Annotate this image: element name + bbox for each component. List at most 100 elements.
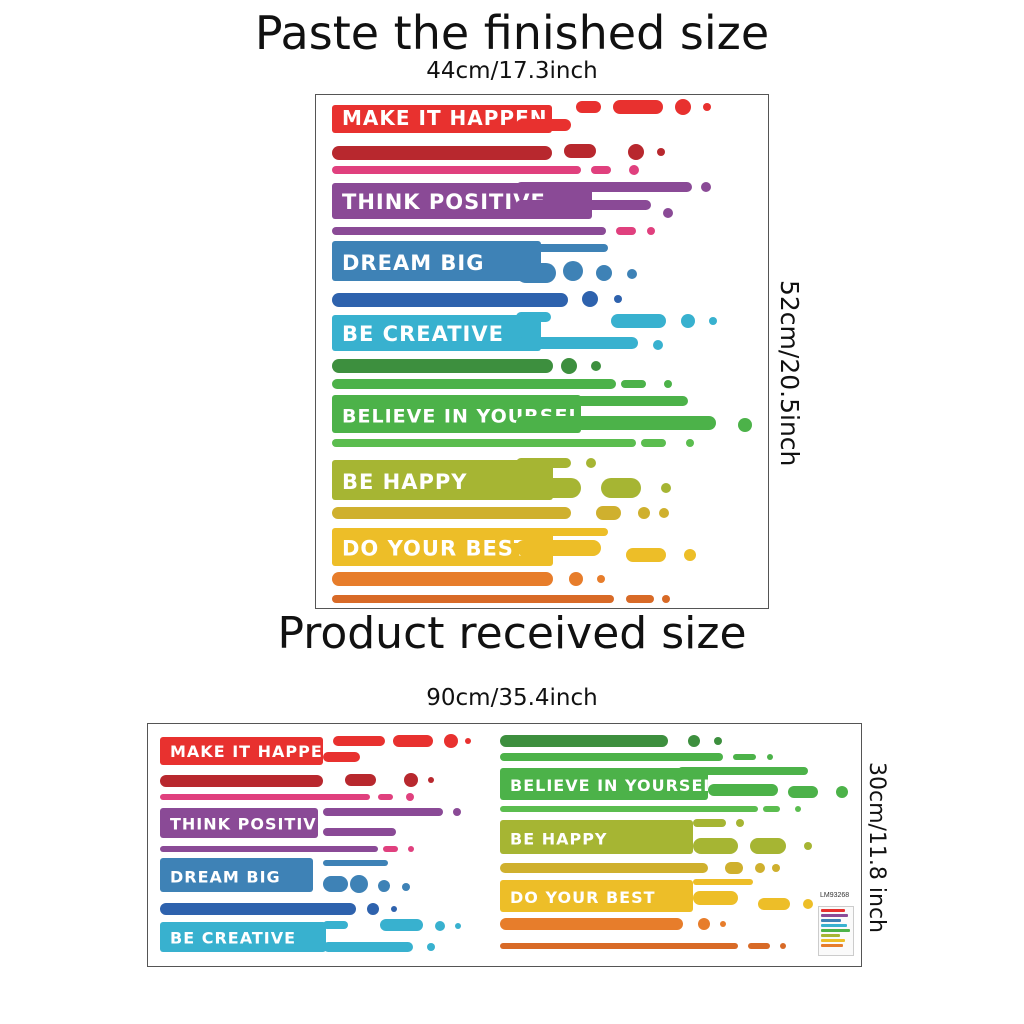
stripe-dot (582, 291, 598, 307)
stripe-bar (708, 784, 778, 796)
stripe-dot (428, 777, 434, 783)
stripe-dot (597, 575, 605, 583)
stripe-dot (391, 906, 397, 912)
stripe-dot (638, 507, 650, 519)
stripe-bar (576, 101, 601, 113)
stripe-bar (564, 144, 596, 158)
banner-bar (332, 315, 541, 351)
stripe-bar (333, 736, 385, 746)
stripe-dot (698, 918, 710, 930)
stripe-dot (795, 806, 801, 812)
stripe-bar (332, 166, 581, 174)
stripe-bar (345, 774, 376, 786)
finished-width-label: 44cm/17.3inch (426, 58, 598, 84)
stripe-dot (561, 358, 577, 374)
stripe-dot (647, 227, 655, 235)
stripe-bar (500, 943, 738, 949)
stripe-dot (780, 943, 786, 949)
stripe-bar (323, 942, 413, 952)
stripe-bar (516, 478, 581, 498)
stripe-dot (455, 923, 461, 929)
stripe-bar (332, 379, 616, 389)
stripe-bar (323, 752, 360, 762)
stripe-bar (693, 879, 753, 885)
banner-bar (332, 528, 553, 566)
stripe-bar (596, 506, 621, 520)
stripe-bar (323, 828, 396, 836)
stripe-bar (380, 919, 423, 931)
stripe-bar (693, 819, 726, 827)
stripe-dot (350, 875, 368, 893)
stripe-dot (804, 842, 812, 850)
stripe-bar (693, 891, 738, 905)
stripe-dot (703, 103, 711, 111)
stripe-dot (453, 808, 461, 816)
banner-bar (160, 808, 318, 838)
stripe-bar (383, 846, 398, 852)
stripe-dot (714, 737, 722, 745)
stripe-dot (596, 265, 612, 281)
banner-label: THINK POSITIVE (342, 190, 546, 214)
stripe-bar (616, 227, 636, 235)
stripe-dot (701, 182, 711, 192)
stripe-bar (500, 863, 708, 873)
stripe-bar (626, 595, 654, 603)
stripe-dot (627, 269, 637, 279)
stripe-bar (332, 227, 606, 235)
stripe-bar (678, 767, 808, 775)
finished-size-title: Paste the finished size (254, 6, 770, 60)
stripe-bar (500, 806, 758, 812)
stripe-bar (591, 166, 611, 174)
stripe-dot (628, 144, 644, 160)
stripe-bar (378, 794, 393, 800)
stripe-dot (653, 340, 663, 350)
stripe-bar (323, 808, 443, 816)
stripe-bar (323, 860, 388, 866)
received-height-label: 30cm/11.8 inch (864, 762, 889, 934)
stripe-dot (367, 903, 379, 915)
banner-label: BE HAPPY (510, 829, 608, 848)
stripe-dot (586, 458, 596, 468)
banner-label: BE HAPPY (342, 470, 467, 494)
stripe-bar (393, 735, 433, 747)
banner-label: BELIEVE IN YOURSELF (510, 776, 727, 795)
stripe-bar (750, 838, 786, 854)
stripe-bar (500, 735, 668, 747)
stripe-bar (500, 918, 683, 930)
stripe-bar (758, 898, 790, 910)
stripe-bar (748, 943, 770, 949)
stripe-dot (663, 208, 673, 218)
stripe-bar (500, 753, 723, 761)
stripe-bar (516, 263, 556, 283)
received-sheet-art: MAKE IT HAPPEN THINK POSITIVE DREAM BIG BE … (160, 734, 848, 952)
stripe-bar (516, 119, 571, 131)
stripe-bar (725, 862, 743, 874)
stripe-bar (788, 786, 818, 798)
stripe-dot (406, 793, 414, 801)
stripe-dot (709, 317, 717, 325)
stripe-dot (736, 819, 744, 827)
received-width-label: 90cm/35.4inch (426, 685, 598, 711)
stripe-bar (160, 903, 356, 915)
banner-label: MAKE IT HAPPEN (170, 742, 337, 761)
stripe-dot (755, 863, 765, 873)
stripe-bar (621, 380, 646, 388)
stripe-dot (664, 380, 672, 388)
stripe-bar (332, 359, 553, 373)
stripe-bar (613, 100, 663, 114)
finished-stickers-art: MAKE IT HAPPEN THINK POSITIVE DREAM BIG BE … (332, 99, 752, 603)
stripe-dot (563, 261, 583, 281)
stripe-bar (332, 595, 614, 603)
stripe-dot (684, 549, 696, 561)
received-size-title: Product received size (277, 608, 747, 659)
stripe-dot (569, 572, 583, 586)
stripe-bar (332, 572, 553, 586)
stripe-bar (323, 876, 348, 892)
banner-bar (500, 768, 708, 800)
stripe-bar (763, 806, 780, 812)
stripe-bar (516, 337, 638, 349)
stripe-bar (611, 314, 666, 328)
stripe-bar (160, 794, 370, 800)
stripe-dot (659, 508, 669, 518)
stripe-dot (404, 773, 418, 787)
